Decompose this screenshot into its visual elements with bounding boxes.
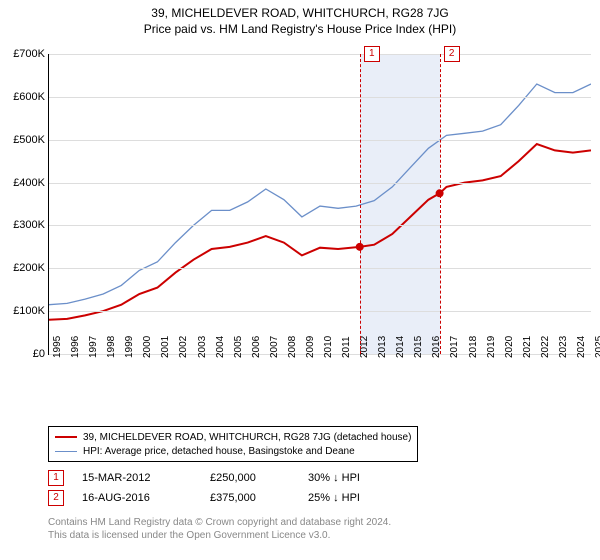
- gridline-h: [49, 268, 591, 269]
- x-axis-label: 2003: [197, 336, 208, 358]
- x-axis-label: 2015: [413, 336, 424, 358]
- gridline-h: [49, 140, 591, 141]
- sale-row-delta: 25% ↓ HPI: [308, 492, 360, 504]
- legend-label: 39, MICHELDEVER ROAD, WHITCHURCH, RG28 7…: [83, 432, 411, 443]
- x-axis-label: 1997: [88, 336, 99, 358]
- x-axis-label: 2006: [251, 336, 262, 358]
- x-axis-label: 2001: [160, 336, 171, 358]
- y-axis-label: £700K: [3, 48, 45, 60]
- x-axis-label: 2000: [142, 336, 153, 358]
- series-property: [49, 144, 591, 320]
- chart-subtitle: Price paid vs. HM Land Registry's House …: [0, 20, 600, 36]
- sale-marker-box: 2: [444, 46, 460, 62]
- legend-swatch: [55, 436, 77, 438]
- sale-marker-box: 1: [364, 46, 380, 62]
- x-axis-label: 2017: [449, 336, 460, 358]
- x-axis-label: 2019: [486, 336, 497, 358]
- x-axis-label: 2005: [233, 336, 244, 358]
- legend-label: HPI: Average price, detached house, Basi…: [83, 446, 355, 457]
- x-axis-label: 1999: [124, 336, 135, 358]
- x-axis-label: 1998: [106, 336, 117, 358]
- chart-title: 39, MICHELDEVER ROAD, WHITCHURCH, RG28 7…: [0, 0, 600, 20]
- legend: 39, MICHELDEVER ROAD, WHITCHURCH, RG28 7…: [48, 426, 418, 462]
- x-axis-label: 2020: [504, 336, 515, 358]
- gridline-h: [49, 97, 591, 98]
- sale-row-marker: 1: [48, 470, 64, 486]
- gridline-h: [49, 183, 591, 184]
- series-hpi: [49, 84, 591, 305]
- x-axis-label: 2024: [576, 336, 587, 358]
- gridline-h: [49, 311, 591, 312]
- x-axis-label: 2013: [377, 336, 388, 358]
- y-axis-label: £300K: [3, 219, 45, 231]
- legend-item: HPI: Average price, detached house, Basi…: [55, 444, 411, 458]
- x-axis-label: 2018: [468, 336, 479, 358]
- y-axis-label: £500K: [3, 134, 45, 146]
- x-axis-label: 2002: [178, 336, 189, 358]
- x-axis-label: 2008: [287, 336, 298, 358]
- sale-row-date: 16-AUG-2016: [82, 492, 192, 504]
- x-axis-label: 2016: [431, 336, 442, 358]
- x-axis-label: 2023: [558, 336, 569, 358]
- y-axis-label: £100K: [3, 305, 45, 317]
- x-axis-label: 2010: [323, 336, 334, 358]
- gridline-h: [49, 54, 591, 55]
- sale-row-marker: 2: [48, 490, 64, 506]
- x-axis-label: 2014: [395, 336, 406, 358]
- x-axis-label: 2022: [540, 336, 551, 358]
- x-axis-label: 1996: [70, 336, 81, 358]
- sale-row-price: £250,000: [210, 472, 290, 484]
- footer-line-2: This data is licensed under the Open Gov…: [48, 529, 391, 542]
- legend-item: 39, MICHELDEVER ROAD, WHITCHURCH, RG28 7…: [55, 430, 411, 444]
- x-axis-label: 1995: [52, 336, 63, 358]
- line-layer: [49, 54, 591, 354]
- y-axis-label: £400K: [3, 177, 45, 189]
- chart-area: £0£100K£200K£300K£400K£500K£600K£700K199…: [48, 44, 590, 394]
- sale-row-delta: 30% ↓ HPI: [308, 472, 360, 484]
- x-axis-label: 2012: [359, 336, 370, 358]
- sale-marker-line: [360, 54, 361, 354]
- y-axis-label: £600K: [3, 91, 45, 103]
- footer-attribution: Contains HM Land Registry data © Crown c…: [48, 516, 391, 542]
- x-axis-label: 2009: [305, 336, 316, 358]
- chart-container: 39, MICHELDEVER ROAD, WHITCHURCH, RG28 7…: [0, 0, 600, 560]
- y-axis-label: £200K: [3, 262, 45, 274]
- x-axis-label: 2011: [341, 336, 352, 358]
- sale-row-price: £375,000: [210, 492, 290, 504]
- x-axis-label: 2021: [522, 336, 533, 358]
- x-axis-label: 2007: [269, 336, 280, 358]
- x-axis-label: 2025: [594, 336, 600, 358]
- sale-marker-line: [440, 54, 441, 354]
- sale-row-date: 15-MAR-2012: [82, 472, 192, 484]
- sales-table: 1 15-MAR-2012 £250,000 30% ↓ HPI 2 16-AUG-201…: [48, 468, 360, 508]
- footer-line-1: Contains HM Land Registry data © Crown c…: [48, 516, 391, 529]
- plot-region: £0£100K£200K£300K£400K£500K£600K£700K199…: [48, 54, 591, 355]
- x-axis-label: 2004: [215, 336, 226, 358]
- gridline-h: [49, 225, 591, 226]
- sale-row: 1 15-MAR-2012 £250,000 30% ↓ HPI: [48, 468, 360, 488]
- legend-swatch: [55, 451, 77, 452]
- sale-row: 2 16-AUG-2016 £375,000 25% ↓ HPI: [48, 488, 360, 508]
- y-axis-label: £0: [3, 348, 45, 360]
